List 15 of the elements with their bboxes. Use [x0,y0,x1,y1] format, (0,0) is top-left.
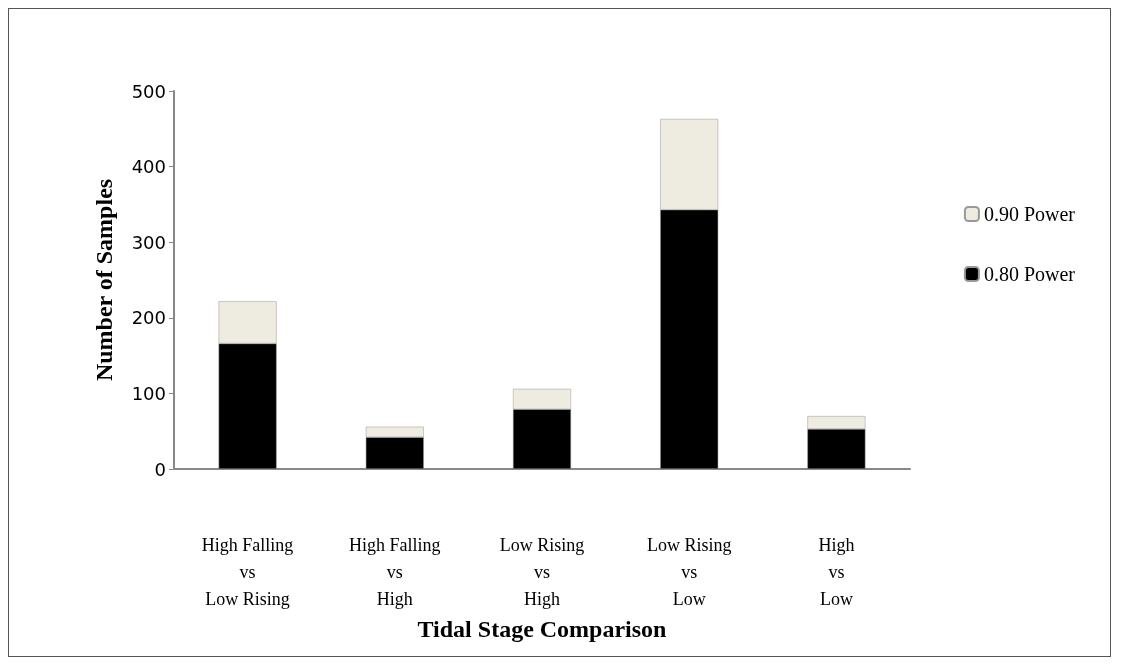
legend-label: 0.80 Power [983,263,1076,285]
y-axis-title: Number of Samples [91,178,117,382]
y-tick-label: 300 [131,231,166,253]
x-tick-label: Low Rising vs Low [646,534,732,609]
x-tick-label: High Falling vs High [349,534,441,609]
y-tick-label: 200 [131,307,166,329]
y-tick-label: 0 [154,458,166,480]
y-tick-label: 400 [131,156,166,178]
x-axis-title: Tidal Stage Comparison [417,615,667,642]
y-tick-label: 100 [131,382,166,404]
x-tick-label: Low Rising vs High [499,534,585,609]
x-tick-label: High Falling vs Low Rising [201,534,294,609]
y-tick-label: 500 [131,80,166,102]
x-tick-label: High vs Low [818,534,855,609]
legend-label: 0.90 Power [983,203,1076,225]
